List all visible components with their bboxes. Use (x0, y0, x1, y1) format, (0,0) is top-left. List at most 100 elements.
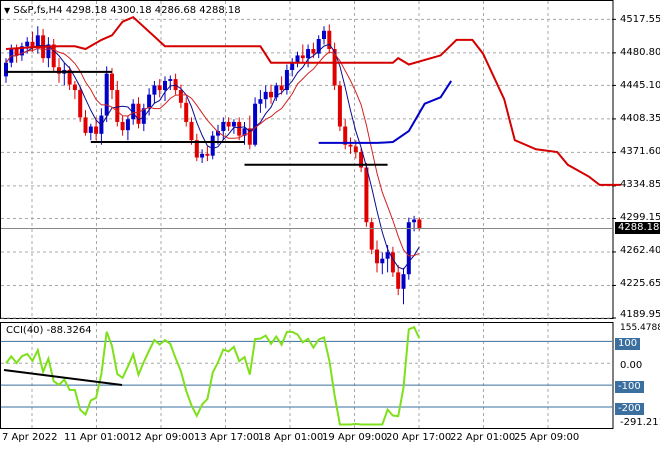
candle-body (83, 117, 88, 133)
candle-body (120, 121, 125, 131)
candle-body (263, 91, 268, 100)
cci-level-minus100: -100 (615, 381, 644, 393)
candle-body (269, 91, 273, 98)
price-tick: 4334.85 (620, 179, 660, 190)
ma-fast-line (5, 43, 420, 270)
candle-body (332, 49, 337, 86)
price-tick: 4225.65 (620, 278, 660, 289)
ohlc-text: 4298.18 4300.18 4286.68 4288.18 (65, 5, 241, 16)
time-label: 13 Apr 17:00 (194, 432, 260, 443)
candle-body (316, 38, 321, 54)
candle-body (136, 103, 141, 124)
candle-body (205, 153, 210, 156)
candle-body (210, 135, 215, 156)
candle-body (406, 222, 411, 275)
candle-body (104, 73, 109, 116)
cci-level-100: 100 (615, 338, 641, 350)
time-label: 7 Apr 2022 (2, 432, 58, 443)
candle-body (168, 79, 173, 81)
price-tick: 4371.60 (620, 146, 660, 157)
candle-body (110, 73, 114, 91)
candle-body (57, 67, 61, 74)
indicator-label: CCI(40) -88.3264 (6, 325, 92, 336)
price-tick: 4299.15 (620, 212, 660, 223)
candle-body (327, 30, 332, 50)
candle-body (284, 69, 289, 91)
candle-body (221, 121, 226, 132)
candle-body (51, 44, 56, 68)
ma-slow-line (5, 47, 420, 257)
time-label: 18 Apr 01:00 (258, 432, 324, 443)
candle-body (242, 128, 247, 136)
candle-body (189, 121, 194, 141)
candle-body (194, 140, 199, 158)
candle-body (157, 85, 162, 91)
price-pane-frame (0, 0, 614, 319)
candle-body (258, 99, 263, 104)
candle-body (35, 35, 40, 49)
cci-line (5, 325, 421, 426)
candle-body (94, 126, 99, 134)
candle-body (30, 41, 35, 49)
time-label: 25 Apr 09:00 (514, 432, 580, 443)
candle-body (417, 219, 422, 229)
candle-body (300, 55, 305, 59)
candle-body (184, 102, 189, 122)
candle-body (72, 84, 77, 91)
candle-body (353, 146, 358, 153)
candle-body (115, 90, 120, 122)
candle-body (226, 121, 231, 127)
candle-body (348, 144, 353, 147)
candle-body (369, 222, 374, 250)
price-tick: 4189.95 (620, 309, 660, 320)
candle-body (231, 121, 236, 127)
price-tick: 4517.55 (620, 14, 660, 25)
candle-body (216, 131, 220, 136)
candle-body (412, 219, 417, 223)
candle-body (141, 108, 146, 124)
candle-body (19, 46, 24, 56)
candle-body (147, 94, 152, 109)
candle-body (152, 85, 157, 95)
price-tick: 4445.10 (620, 80, 660, 91)
candle-body (4, 62, 8, 77)
candle-body (14, 49, 19, 56)
candle-body (306, 49, 311, 59)
candle-body (200, 153, 205, 158)
candle-body (322, 30, 326, 39)
candle-body (46, 44, 51, 59)
price-tick: 4262.40 (620, 245, 660, 256)
candle-body (125, 119, 130, 131)
candle-body (337, 85, 342, 127)
candle-body (247, 128, 252, 145)
time-label: 11 Apr 01:00 (64, 432, 130, 443)
candle-body (390, 252, 395, 273)
candle-body (163, 80, 167, 91)
cci-level-0: 0.00 (620, 360, 643, 371)
price-tick: 4408.35 (620, 113, 660, 124)
candle-body (295, 55, 300, 63)
cci-level-minus200: -200 (615, 403, 644, 415)
candle-body (311, 49, 316, 54)
candle-body (25, 41, 30, 47)
symbol-text: S&P,fs,H4 (13, 5, 63, 16)
current-price-badge: 4288.18 (615, 222, 660, 234)
candle-body (401, 274, 406, 289)
candle-body (178, 90, 183, 103)
time-label: 12 Apr 09:00 (129, 432, 195, 443)
cci-max-label: 155.4788 (620, 323, 660, 333)
candle-body (131, 103, 136, 120)
candle-body (173, 79, 178, 91)
candle-body (253, 103, 258, 145)
indicator-pane-frame (0, 322, 614, 429)
candle-body (375, 249, 379, 264)
trailing-stop-line (318, 80, 453, 144)
time-label: 19 Apr 09:00 (322, 432, 388, 443)
candle-body (78, 90, 83, 118)
candle-body (67, 69, 72, 85)
triangle-down-icon[interactable]: ▼ (4, 6, 11, 15)
candle-body (237, 121, 242, 136)
time-label: 22 Apr 01:00 (450, 432, 516, 443)
candle-body (380, 258, 385, 264)
